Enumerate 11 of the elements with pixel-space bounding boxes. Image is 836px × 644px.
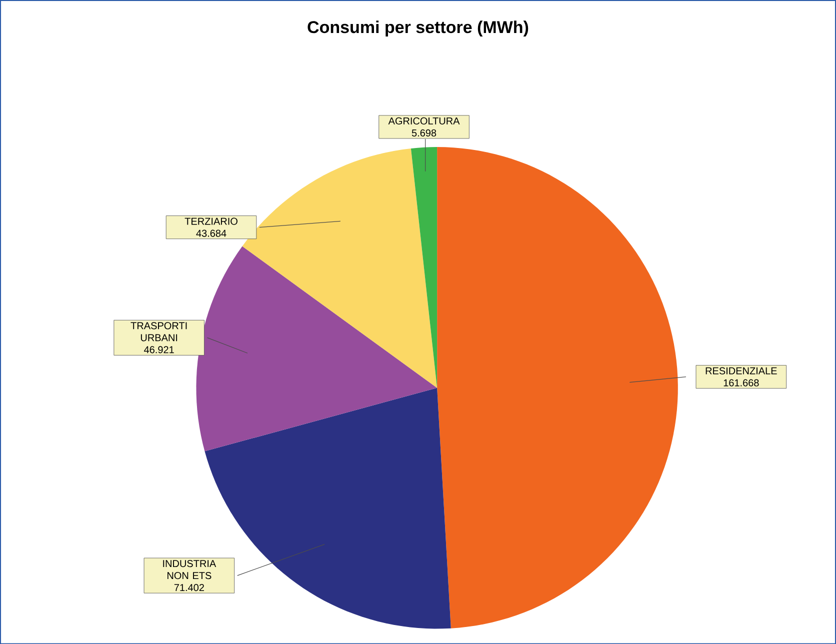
slice-label: TRASPORTI URBANI (130, 322, 187, 342)
data-label: 71.402 (174, 584, 204, 591)
data-label: 46.921 (144, 346, 174, 354)
data-label: 5.698 (412, 129, 436, 136)
slice-label: INDUSTRIA NON ETS (163, 560, 216, 579)
data-label: 161.668 (724, 379, 759, 386)
slice-label: TERZIARIO (184, 218, 238, 225)
slice-label: AGRICOLTURA (388, 117, 460, 124)
data-label: 43.684 (196, 230, 226, 237)
slice-label: RESIDENZIALE (706, 367, 777, 374)
chart-title: Consumi per settore (MWh) (308, 20, 528, 36)
